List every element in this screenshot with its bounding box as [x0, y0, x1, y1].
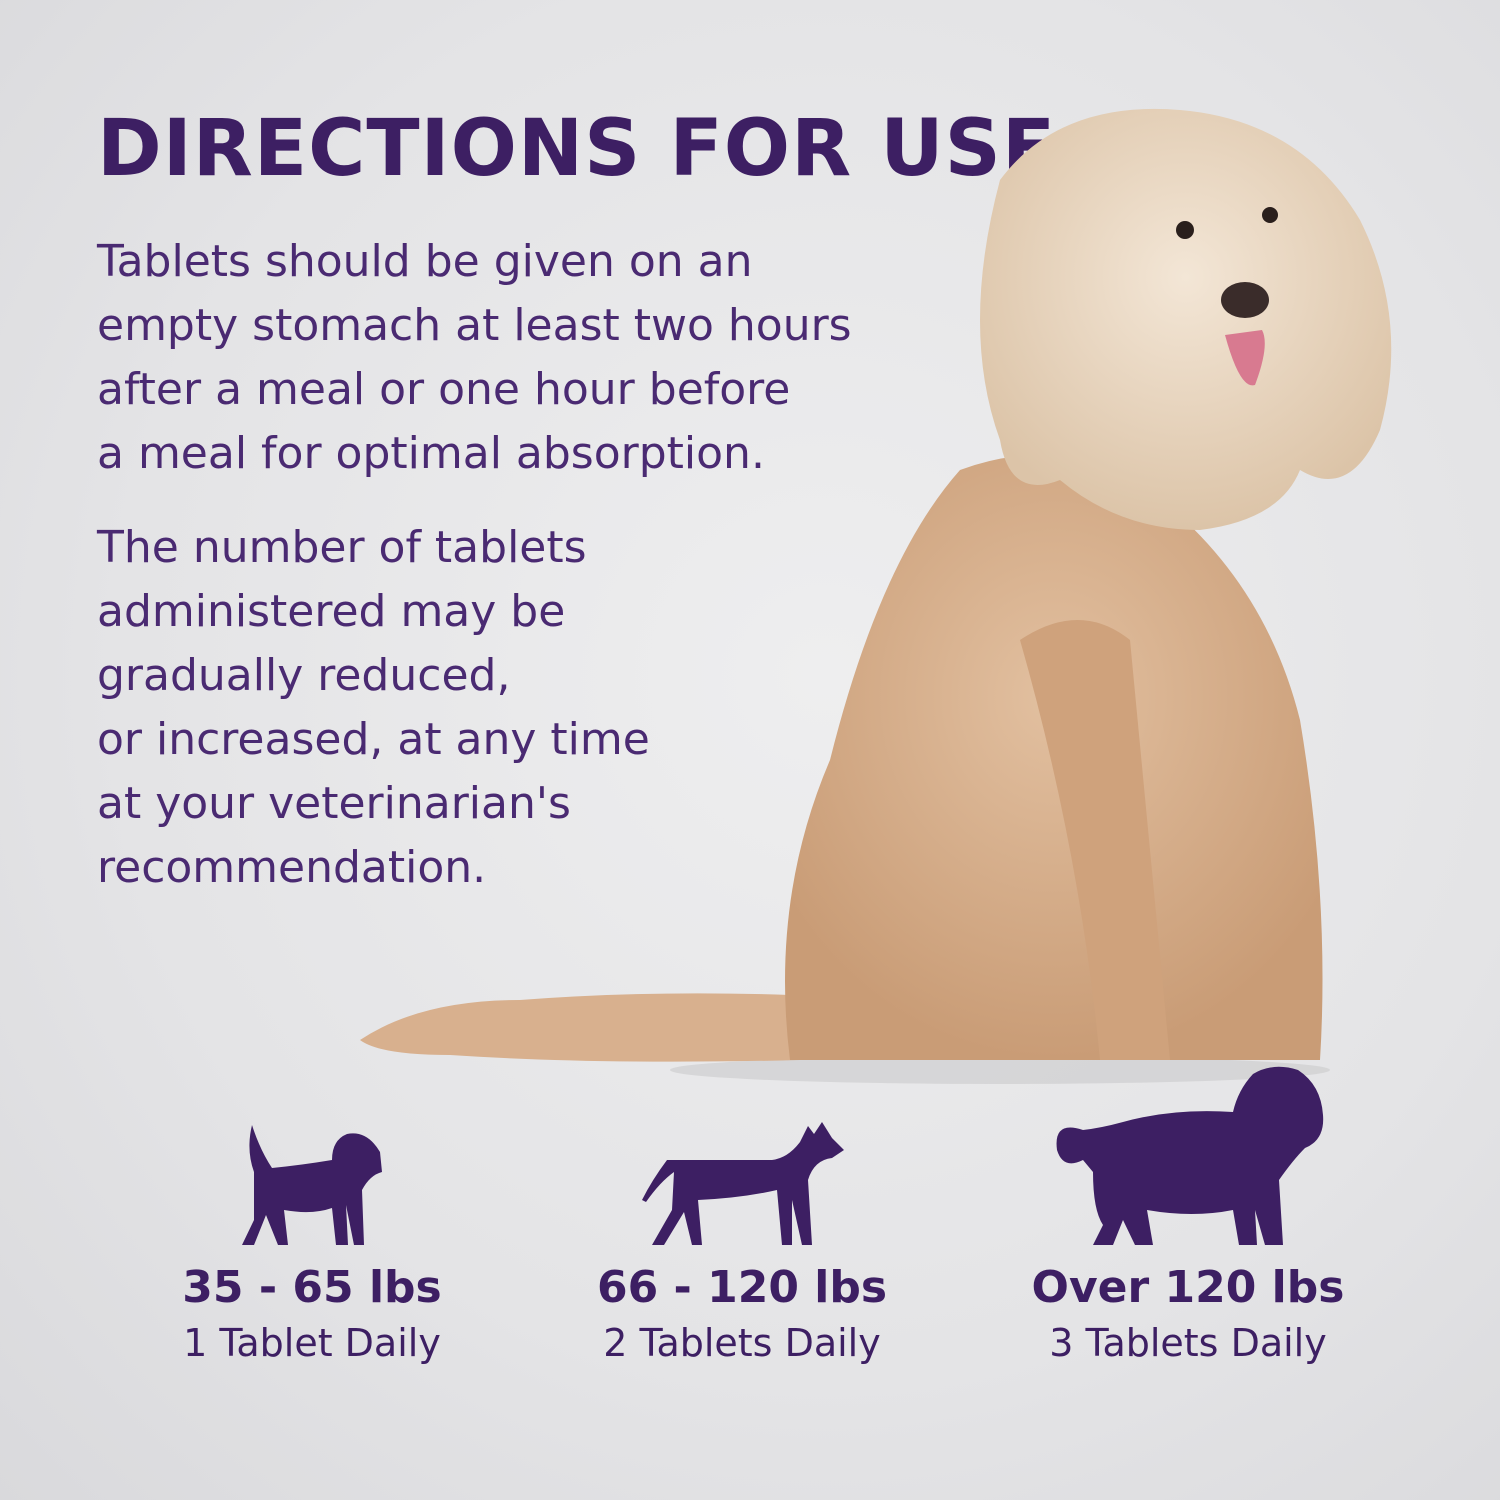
text-line: or increased, at any time: [97, 714, 650, 765]
dosage-large-dog: Over 120 lbs 3 Tablets Daily: [978, 1066, 1398, 1365]
text-line: recommendation.: [97, 842, 487, 893]
text-line: after a meal or one hour before: [97, 364, 791, 415]
text-line: The number of tablets: [97, 522, 587, 573]
weight-range: Over 120 lbs: [1031, 1262, 1345, 1313]
weight-range: 35 - 65 lbs: [182, 1262, 442, 1313]
text-line: at your veterinarian's: [97, 778, 571, 829]
text-line: empty stomach at least two hours: [97, 300, 852, 351]
directions-paragraph-absorption: Tablets should be given on an empty stom…: [97, 230, 852, 486]
dosage-small-dog: 35 - 65 lbs 1 Tablet Daily: [102, 1120, 522, 1365]
weight-range: 66 - 120 lbs: [596, 1262, 888, 1313]
text-line: gradually reduced,: [97, 650, 511, 701]
dosage-medium-dog: 66 - 120 lbs 2 Tablets Daily: [532, 1120, 952, 1365]
large-dog-silhouette-icon: [1056, 1066, 1324, 1245]
medium-dog-silhouette-icon: [642, 1122, 844, 1245]
text-line: administered may be: [97, 586, 566, 637]
small-dog-silhouette-icon: [242, 1125, 382, 1245]
dose-amount: 3 Tablets Daily: [1049, 1321, 1327, 1365]
text-line: a meal for optimal absorption.: [97, 428, 765, 479]
directions-paragraph-dosage-adjustment: The number of tablets administered may b…: [97, 516, 650, 900]
dose-amount: 2 Tablets Daily: [603, 1321, 881, 1365]
dose-amount: 1 Tablet Daily: [183, 1321, 441, 1365]
page-title: DIRECTIONS FOR USE: [97, 104, 1057, 194]
goldendoodle-photo: [360, 108, 1392, 1084]
text-line: Tablets should be given on an: [97, 236, 753, 287]
